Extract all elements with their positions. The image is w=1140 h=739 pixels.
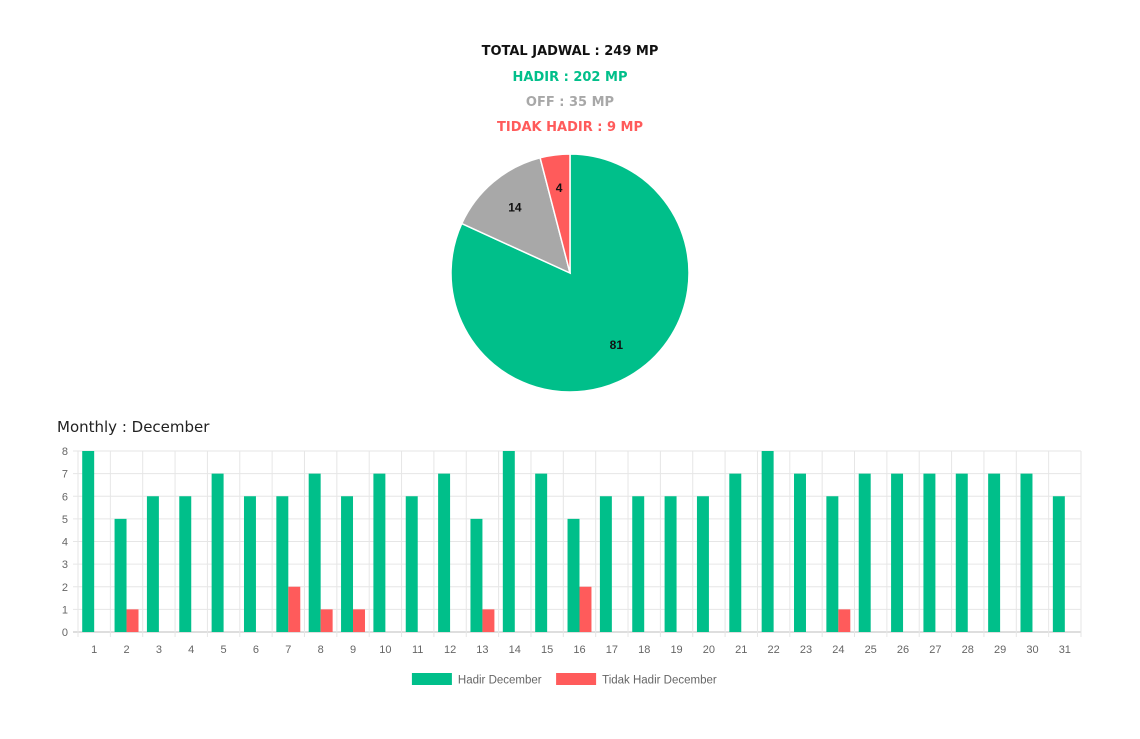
x-tick-label: 29 — [994, 644, 1006, 656]
x-tick-label: 8 — [318, 644, 324, 656]
bar-hadir[interactable] — [599, 496, 612, 632]
bar-tidak-hadir[interactable] — [838, 609, 851, 632]
bar-hadir[interactable] — [858, 473, 871, 632]
bar-hadir[interactable] — [761, 451, 774, 632]
y-tick-label: 6 — [62, 491, 68, 503]
legend-swatch-tidak-hadir[interactable] — [556, 673, 597, 685]
y-tick-label: 0 — [62, 627, 68, 639]
legend-label-hadir[interactable]: Hadir December — [458, 675, 542, 687]
x-tick-label: 20 — [703, 644, 715, 656]
bar-tidak-hadir[interactable] — [579, 586, 592, 632]
off-count-label: OFF : 35 MP — [525, 95, 615, 110]
x-tick-label: 28 — [962, 644, 974, 656]
attendance-pie-chart: 81 14 4 — [450, 153, 690, 393]
absent-count-label: TIDAK HADIR : 9 MP — [496, 120, 644, 135]
x-tick-label: 15 — [541, 644, 553, 656]
present-count-label: HADIR : 202 MP — [512, 70, 628, 85]
bar-hadir[interactable] — [114, 518, 127, 632]
pie-slice-tidak-hadir[interactable] — [539, 153, 571, 274]
pie-data-label: 81 — [610, 338, 624, 352]
x-tick-label: 26 — [897, 644, 909, 656]
x-tick-label: 16 — [573, 644, 585, 656]
x-tick-label: 1 — [91, 644, 97, 656]
x-tick-label: 13 — [476, 644, 488, 656]
bar-hadir[interactable] — [82, 451, 95, 632]
x-tick-label: 18 — [638, 644, 650, 656]
x-tick-label: 2 — [123, 644, 129, 656]
pie-data-label: 4 — [556, 181, 563, 195]
bar-tidak-hadir[interactable] — [320, 609, 333, 632]
bar-hadir[interactable] — [146, 496, 159, 632]
bar-hadir[interactable] — [502, 451, 515, 632]
bar-hadir[interactable] — [308, 473, 321, 632]
x-tick-label: 25 — [865, 644, 877, 656]
x-tick-label: 31 — [1059, 644, 1071, 656]
x-tick-label: 14 — [509, 644, 521, 656]
bar-hadir[interactable] — [405, 496, 418, 632]
x-tick-label: 9 — [350, 644, 356, 656]
y-tick-label: 8 — [62, 446, 68, 458]
bar-tidak-hadir[interactable] — [288, 586, 301, 632]
x-tick-label: 10 — [379, 644, 391, 656]
bar-hadir[interactable] — [923, 473, 936, 632]
x-tick-label: 23 — [800, 644, 812, 656]
monthly-chart-title: Monthly : December — [57, 418, 210, 436]
x-tick-label: 7 — [285, 644, 291, 656]
bar-hadir[interactable] — [211, 473, 224, 632]
bar-hadir[interactable] — [179, 496, 192, 632]
y-tick-label: 2 — [62, 582, 68, 594]
bar-hadir[interactable] — [276, 496, 289, 632]
bar-hadir[interactable] — [826, 496, 839, 632]
legend-swatch-hadir[interactable] — [411, 673, 452, 685]
bar-hadir[interactable] — [1020, 473, 1033, 632]
x-tick-label: 11 — [412, 644, 423, 656]
bar-hadir[interactable] — [664, 496, 677, 632]
x-tick-label: 5 — [221, 644, 227, 656]
y-tick-label: 7 — [62, 469, 68, 481]
x-tick-label: 30 — [1026, 644, 1038, 656]
bar-tidak-hadir[interactable] — [353, 609, 365, 632]
x-tick-label: 24 — [832, 644, 844, 656]
x-tick-label: 19 — [670, 644, 682, 656]
bar-tidak-hadir[interactable] — [482, 609, 495, 632]
bar-hadir[interactable] — [341, 496, 354, 632]
x-tick-label: 27 — [929, 644, 941, 656]
bar-hadir[interactable] — [696, 496, 709, 632]
x-tick-label: 21 — [735, 644, 747, 656]
legend-label-tidak-hadir[interactable]: Tidak Hadir December — [602, 675, 717, 687]
pie-data-label: 14 — [508, 200, 522, 214]
bar-hadir[interactable] — [955, 473, 968, 632]
y-tick-label: 4 — [62, 537, 68, 549]
x-tick-label: 6 — [253, 644, 259, 656]
bar-hadir[interactable] — [988, 473, 1001, 632]
bar-hadir[interactable] — [729, 473, 742, 632]
bar-hadir[interactable] — [470, 518, 483, 632]
bar-hadir[interactable] — [632, 496, 645, 632]
bar-hadir[interactable] — [1052, 496, 1065, 632]
y-tick-label: 3 — [62, 559, 68, 571]
bar-hadir[interactable] — [373, 473, 386, 632]
bar-hadir[interactable] — [567, 518, 580, 632]
total-schedule-label: TOTAL JADWAL : 249 MP — [481, 44, 659, 59]
bar-tidak-hadir[interactable] — [126, 609, 139, 632]
bar-hadir[interactable] — [891, 473, 904, 632]
bar-hadir[interactable] — [438, 473, 451, 632]
x-tick-label: 4 — [188, 644, 194, 656]
x-tick-label: 12 — [444, 644, 456, 656]
x-tick-label: 22 — [768, 644, 780, 656]
bar-hadir[interactable] — [794, 473, 806, 632]
y-tick-label: 1 — [62, 604, 68, 616]
x-tick-label: 3 — [156, 644, 162, 656]
pie-slice-off[interactable] — [460, 156, 572, 275]
bar-hadir[interactable] — [535, 473, 548, 632]
y-tick-label: 5 — [62, 514, 68, 526]
x-tick-label: 17 — [606, 644, 618, 656]
bar-hadir[interactable] — [243, 496, 256, 632]
